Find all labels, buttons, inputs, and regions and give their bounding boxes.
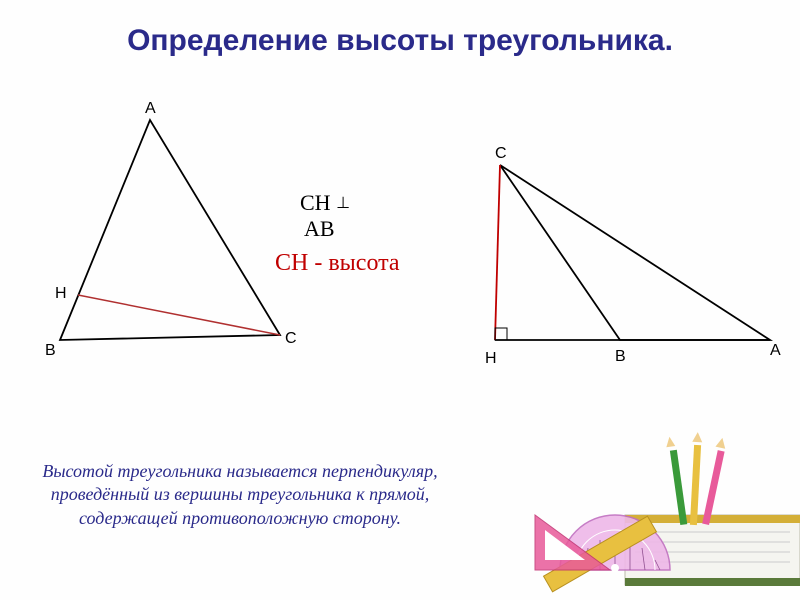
left-triangle-svg <box>0 110 800 470</box>
formula-ab: AB <box>304 216 335 241</box>
left-vertex-c: C <box>285 330 297 348</box>
right-vertex-a: A <box>770 342 781 360</box>
right-angle-marker <box>495 328 507 340</box>
right-vertex-c: C <box>495 145 507 163</box>
right-altitude-ch <box>495 165 500 340</box>
right-vertex-h: H <box>485 350 497 368</box>
altitude-label: CH - высота <box>275 250 400 277</box>
left-vertex-a: A <box>145 100 156 118</box>
right-vertex-b: B <box>615 348 626 366</box>
left-altitude-ch <box>78 295 280 335</box>
perp-symbol: ⊥ <box>336 195 350 212</box>
perpendicular-formula: CH ⊥ AB <box>300 190 350 242</box>
right-triangle <box>500 165 770 340</box>
formula-ch: CH <box>300 190 331 215</box>
pencils <box>665 432 727 525</box>
definition-caption: Высотой треугольника называется перпенди… <box>30 460 450 530</box>
page-title: Определение высоты треугольника. <box>0 0 800 58</box>
corner-decoration <box>520 420 800 600</box>
left-triangle <box>60 120 280 340</box>
left-vertex-h: H <box>55 285 67 303</box>
left-vertex-b: B <box>45 342 56 360</box>
diagram-area: A B C H C B A H CH ⊥ AB CH - высота <box>0 110 800 470</box>
